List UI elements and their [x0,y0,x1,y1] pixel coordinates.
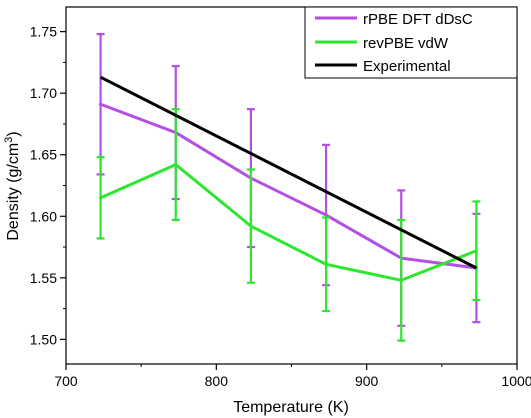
y-axis-title: Density (g/cm3) [3,131,22,240]
x-tick-label: 900 [355,373,379,389]
series-line [99,163,477,282]
series-experimental [99,75,478,270]
data-point [474,249,479,253]
data-point [98,196,103,200]
legend: rPBE DFT dDsC revPBE vdW Experimental [304,6,518,79]
x-tick-label: 700 [54,373,78,389]
y-tick-label: 1.55 [30,270,57,286]
data-point [98,102,103,106]
legend-label-revpbe: revPBE vdW [363,35,449,52]
legend-label-experimental: Experimental [363,58,451,75]
data-point [174,162,178,167]
y-axis-title-superscript: 3 [3,137,15,143]
x-tick-label: 1000 [501,373,531,389]
data-point [324,213,328,217]
y-tick-label: 1.75 [30,24,57,40]
series-revpbe-vdw [96,108,481,342]
y-tick-label: 1.60 [30,208,57,224]
legend-label-rpbe: rPBE DFT dDsC [363,11,473,28]
data-point [399,278,403,282]
y-tick-label: 1.65 [30,147,57,163]
y-axis-title-close: ) [5,131,22,136]
y-tick-label: 1.70 [30,85,57,101]
series-line [99,75,478,270]
series-layer [96,32,481,342]
y-tick-label: 1.50 [30,331,57,347]
data-point [324,262,328,266]
series-line [100,102,477,270]
data-point [249,224,253,228]
x-axis-title: Temperature (K) [233,399,349,416]
axis-ticks: 700 800 900 1000 1.50 1.55 1.60 1.65 1.70 1.75 [30,24,531,389]
y-axis-title-main: Density (g/cm [5,143,22,241]
x-tick-label: 800 [205,373,229,389]
